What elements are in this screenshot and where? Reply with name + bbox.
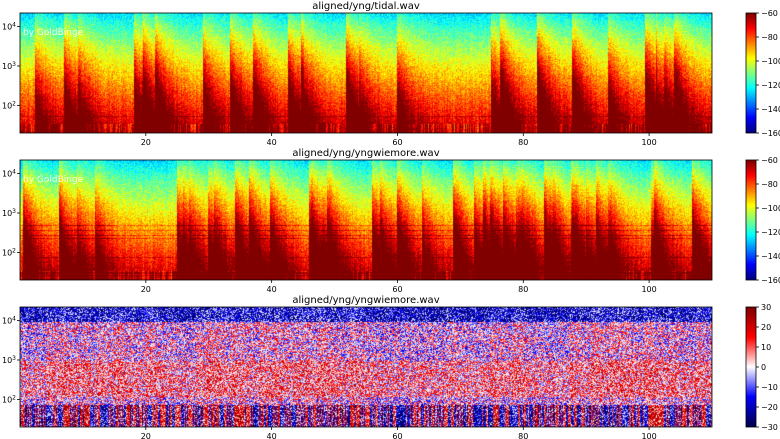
panel-title: aligned/yng/yngwiemore.wav bbox=[292, 148, 439, 159]
spectrogram-heatmap bbox=[20, 160, 712, 280]
x-tick-label: 100 bbox=[641, 138, 656, 145]
colorbar-tick-label: −80 bbox=[761, 180, 778, 189]
y-tick-label: 103 bbox=[2, 208, 16, 218]
x-tick-label: 100 bbox=[641, 285, 656, 292]
colorbar-frame bbox=[745, 159, 757, 281]
colorbar-gradient bbox=[746, 13, 756, 133]
x-tick-label: 80 bbox=[518, 285, 528, 292]
plot-frame bbox=[19, 306, 713, 428]
colorbar-tick-label: −60 bbox=[761, 156, 778, 165]
colorbar-tick-label: −120 bbox=[761, 228, 780, 237]
x-tick-label: 40 bbox=[267, 432, 277, 439]
x-tick-label: 40 bbox=[267, 285, 277, 292]
x-tick-label: 60 bbox=[392, 432, 402, 439]
x-tick-label: 20 bbox=[141, 285, 151, 292]
spectrogram-panel-1: aligned/yng/tidal.wav by GoldBinge 20 40 60 8… bbox=[0, 0, 780, 145]
colorbar-tick-label: −80 bbox=[761, 33, 778, 42]
y-tick-label: 104 bbox=[2, 169, 16, 179]
y-tick-label: 103 bbox=[2, 61, 16, 71]
colorbar-tick-label: −10 bbox=[761, 383, 778, 392]
colorbar-tick-label: −140 bbox=[761, 252, 780, 261]
colorbar-gradient bbox=[746, 160, 756, 280]
colorbar-tick-label: −100 bbox=[761, 204, 780, 213]
y-tick-label: 103 bbox=[2, 355, 16, 365]
plot-frame bbox=[19, 159, 713, 281]
x-tick-label: 20 bbox=[141, 432, 151, 439]
colorbar-tick-label: −60 bbox=[761, 9, 778, 18]
y-tick-label: 102 bbox=[2, 247, 16, 257]
colorbar-tick-label: 30 bbox=[761, 303, 771, 312]
plot-frame bbox=[19, 12, 713, 134]
spectrogram-panel-2: aligned/yng/yngwiemore.wav by GoldBinge 20… bbox=[0, 147, 780, 292]
colorbar-frame bbox=[745, 12, 757, 134]
x-tick-label: 80 bbox=[518, 138, 528, 145]
colorbar-gradient bbox=[746, 307, 756, 427]
spectrogram-panel-3: aligned/yng/yngwiemore.wav 20 40 60 80 100 102… bbox=[0, 294, 780, 439]
spectrogram-svg-2: aligned/yng/yngwiemore.wav by GoldBinge 20… bbox=[2, 148, 780, 292]
colorbar-tick-label: 0 bbox=[761, 363, 766, 372]
panel-title: aligned/yng/yngwiemore.wav bbox=[292, 295, 439, 306]
panel-title: aligned/yng/tidal.wav bbox=[312, 1, 420, 12]
watermark-text: by GoldBinge bbox=[23, 175, 84, 185]
watermark-text: by GoldBinge bbox=[23, 28, 84, 38]
y-tick-label: 102 bbox=[2, 100, 16, 110]
x-tick-label: 20 bbox=[141, 138, 151, 145]
y-tick-label: 104 bbox=[2, 22, 16, 32]
colorbar-tick-label: −100 bbox=[761, 57, 780, 66]
colorbar-tick-label: −120 bbox=[761, 81, 780, 90]
y-tick-label: 102 bbox=[2, 394, 16, 404]
y-tick-label: 104 bbox=[2, 316, 16, 326]
colorbar-tick-label: −160 bbox=[761, 276, 780, 285]
colorbar-tick-label: −20 bbox=[761, 403, 778, 412]
x-tick-label: 80 bbox=[518, 432, 528, 439]
spectrogram-heatmap bbox=[20, 13, 712, 133]
x-tick-label: 100 bbox=[641, 432, 656, 439]
x-tick-label: 60 bbox=[392, 285, 402, 292]
colorbar-tick-label: 10 bbox=[761, 343, 771, 352]
colorbar-tick-label: −30 bbox=[761, 423, 778, 432]
spectrogram-heatmap bbox=[20, 307, 712, 427]
colorbar-tick-label: −140 bbox=[761, 105, 780, 114]
colorbar-tick-label: 20 bbox=[761, 323, 771, 332]
x-tick-label: 60 bbox=[392, 138, 402, 145]
colorbar-tick-label: −160 bbox=[761, 129, 780, 138]
spectrogram-svg-1: aligned/yng/tidal.wav by GoldBinge 20 40 60 8… bbox=[2, 1, 780, 145]
x-tick-label: 40 bbox=[267, 138, 277, 145]
